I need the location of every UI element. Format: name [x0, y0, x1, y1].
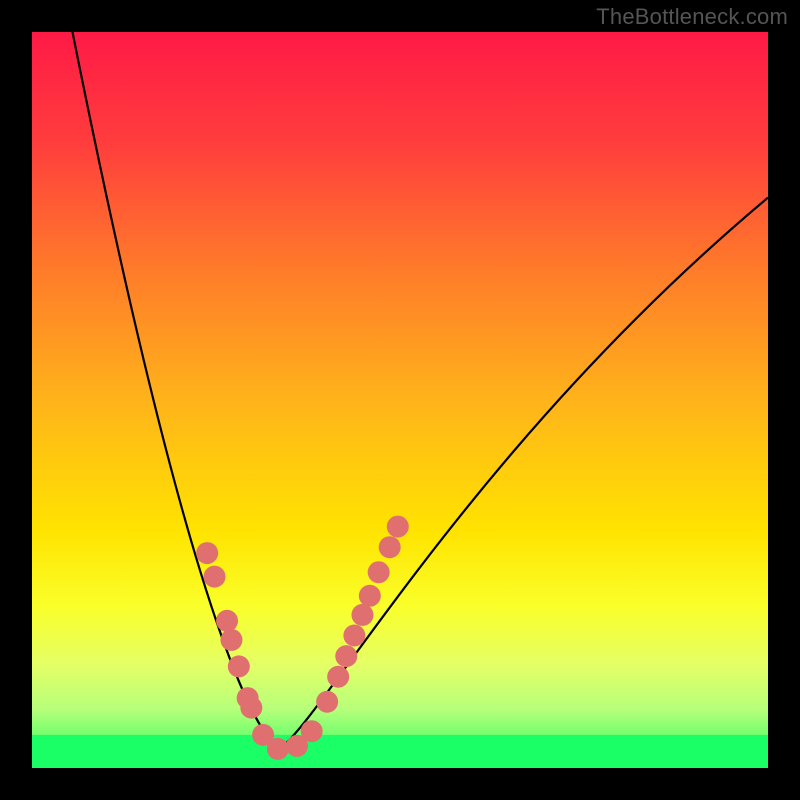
data-dot: [196, 542, 218, 564]
data-dot: [335, 645, 357, 667]
data-dot: [387, 516, 409, 538]
data-dot: [351, 604, 373, 626]
data-dot: [359, 585, 381, 607]
data-dot: [204, 566, 226, 588]
data-dot: [379, 536, 401, 558]
data-dot: [301, 720, 323, 742]
data-dot: [327, 666, 349, 688]
data-dot: [368, 561, 390, 583]
data-dot: [267, 738, 289, 760]
data-dot: [216, 610, 238, 632]
gradient-background: [32, 32, 768, 768]
chart-container: TheBottleneck.com: [0, 0, 800, 800]
data-dot: [228, 655, 250, 677]
data-dot: [220, 629, 242, 651]
data-dot: [240, 697, 262, 719]
data-dot: [316, 691, 338, 713]
green-band: [32, 735, 768, 768]
data-dot: [343, 625, 365, 647]
bottleneck-chart: [0, 0, 800, 800]
